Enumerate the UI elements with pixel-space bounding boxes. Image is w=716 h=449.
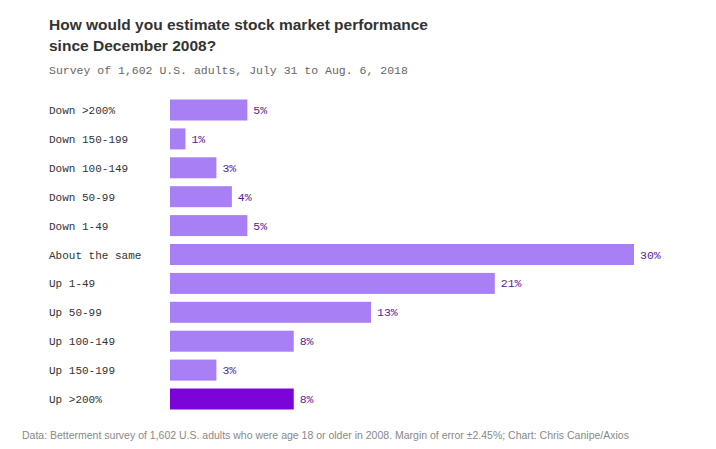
- bar: [170, 244, 634, 265]
- caption: Data: Betterment survey of 1,602 U.S. ad…: [22, 429, 629, 441]
- title: How would you estimate stock market perf…: [49, 14, 434, 56]
- data-label: 8%: [300, 393, 314, 406]
- data-label: 13%: [377, 306, 398, 319]
- data-label: 1%: [191, 133, 205, 146]
- category-label: Down 100-149: [49, 163, 128, 175]
- category-label: Down 150-199: [49, 134, 128, 146]
- data-label: 30%: [640, 249, 661, 262]
- category-label: About the same: [49, 250, 141, 262]
- data-label: 3%: [222, 364, 236, 377]
- category-label: Down 1-49: [49, 221, 108, 233]
- bar: [170, 157, 216, 178]
- bar: [170, 100, 247, 121]
- labels: Down >200% 5% Down 150-199 1% Down 100-149 3%…: [49, 104, 661, 406]
- bar: [170, 128, 185, 149]
- data-label: 8%: [300, 335, 314, 348]
- category-label: Down 50-99: [49, 192, 115, 204]
- chart: Down >200% 5% Down 150-199 1% Down 100-149 3%…: [0, 0, 716, 449]
- bar: [170, 186, 232, 207]
- bar: [170, 302, 371, 323]
- data-label: 4%: [238, 191, 252, 204]
- bars: [170, 100, 634, 410]
- bar: [170, 389, 294, 410]
- category-label: Up 150-199: [49, 365, 115, 377]
- data-label: 5%: [253, 220, 267, 233]
- bar: [170, 273, 495, 294]
- category-label: Up 50-99: [49, 307, 102, 319]
- bar: [170, 215, 247, 236]
- data-label: 3%: [222, 162, 236, 175]
- category-label: Up 1-49: [49, 278, 95, 290]
- category-label: Up 100-149: [49, 336, 115, 348]
- data-label: 5%: [253, 104, 267, 117]
- data-label: 21%: [501, 277, 522, 290]
- subtitle: Survey of 1,602 U.S. adults, July 31 to …: [49, 64, 408, 77]
- category-label: Up >200%: [49, 394, 102, 406]
- bar: [170, 360, 216, 381]
- bar: [170, 331, 294, 352]
- category-label: Down >200%: [49, 105, 115, 117]
